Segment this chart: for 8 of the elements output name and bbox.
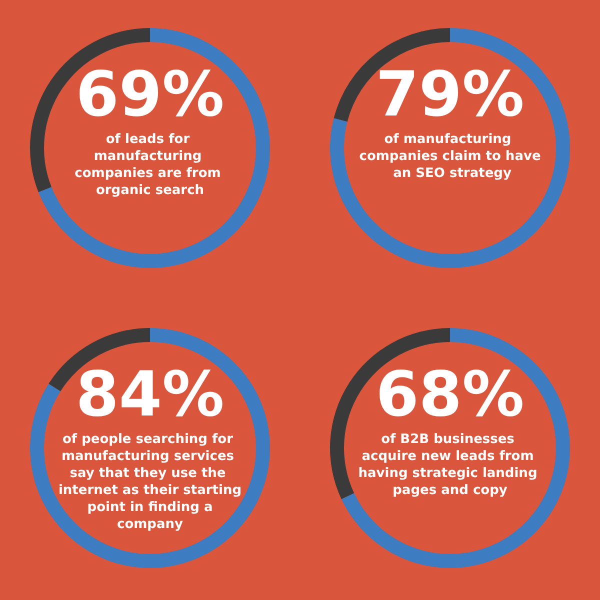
text: 79%	[376, 58, 524, 130]
text: 68%	[376, 358, 524, 430]
text: of manufacturing companies claim to have an SEO strategy	[359, 132, 541, 181]
text: 84%	[76, 358, 224, 430]
text: 69%	[76, 58, 224, 130]
text: of B2B businesses acquire new leads from having strategic landing pages and copy	[358, 432, 542, 498]
text: of leads for manufacturing companies are from organic search	[74, 132, 226, 198]
text: of people searching for manufacturing services say that they use the internet as their starting point in finding a company	[58, 432, 242, 532]
